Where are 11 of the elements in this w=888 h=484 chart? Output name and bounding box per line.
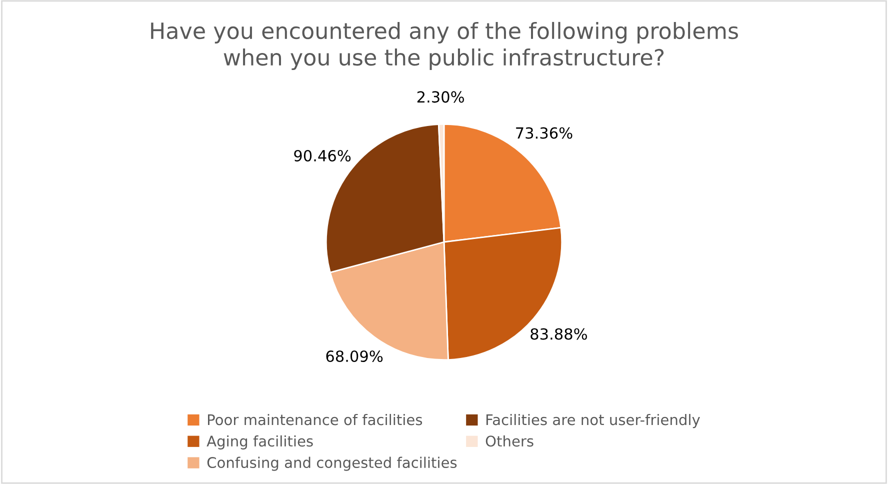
data-label: 83.88% [530,328,587,340]
legend-label: Others [486,435,534,447]
legend-label: Poor maintenance of facilities [208,414,422,426]
data-label: 2.30% [417,91,464,103]
data-label: 90.46% [294,150,351,162]
chart-title: Have you encountered any of the following problems when you use the public infrastructure? [151,22,738,70]
data-label: 73.36% [516,127,572,139]
legend-label: Facilities are not user-friendly [486,414,700,428]
legend-label: Confusing and congested facilities [207,456,457,471]
data-label: 68.09% [326,350,383,362]
legend-label: Aging facilities [206,435,313,450]
